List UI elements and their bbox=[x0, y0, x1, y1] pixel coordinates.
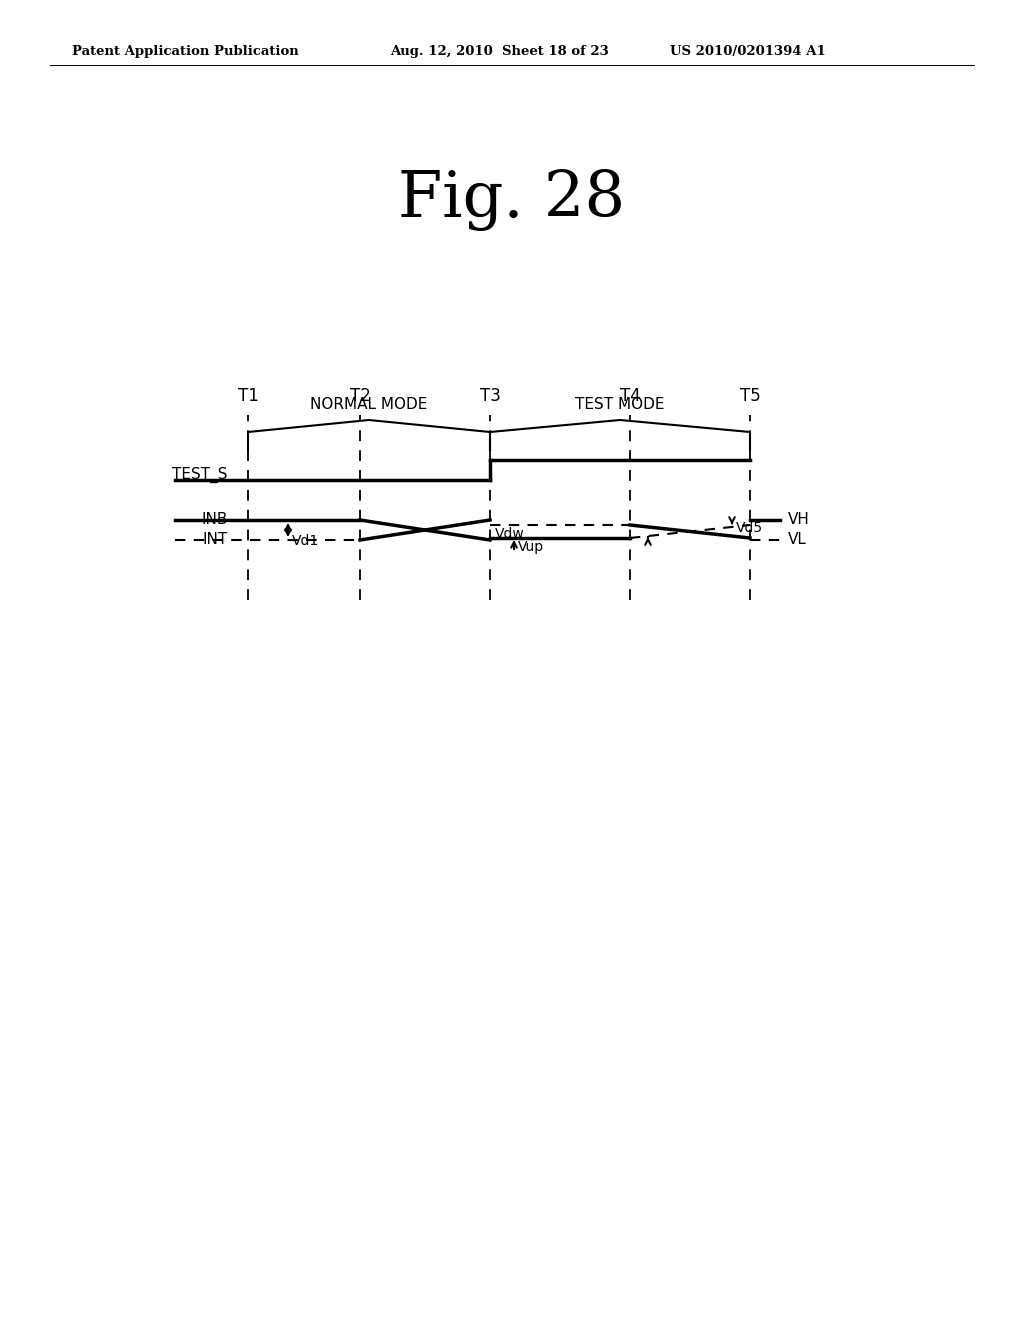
Text: Patent Application Publication: Patent Application Publication bbox=[72, 45, 299, 58]
Text: TEST MODE: TEST MODE bbox=[575, 397, 665, 412]
Text: NORMAL MODE: NORMAL MODE bbox=[310, 397, 428, 412]
Text: T5: T5 bbox=[739, 387, 761, 405]
Text: US 2010/0201394 A1: US 2010/0201394 A1 bbox=[670, 45, 825, 58]
Text: Vdw: Vdw bbox=[495, 527, 524, 541]
Text: Aug. 12, 2010  Sheet 18 of 23: Aug. 12, 2010 Sheet 18 of 23 bbox=[390, 45, 608, 58]
Text: Vd1: Vd1 bbox=[292, 535, 319, 548]
Text: VH: VH bbox=[788, 512, 810, 528]
Text: Fig. 28: Fig. 28 bbox=[398, 169, 626, 231]
Text: T4: T4 bbox=[620, 387, 640, 405]
Text: T2: T2 bbox=[349, 387, 371, 405]
Text: T3: T3 bbox=[479, 387, 501, 405]
Text: T1: T1 bbox=[238, 387, 258, 405]
Text: Vup: Vup bbox=[518, 540, 544, 554]
Text: INB: INB bbox=[202, 512, 228, 528]
Text: VL: VL bbox=[788, 532, 807, 548]
Text: Vd5: Vd5 bbox=[736, 521, 763, 535]
Text: INT: INT bbox=[203, 532, 228, 548]
Text: TEST_S: TEST_S bbox=[172, 467, 228, 483]
